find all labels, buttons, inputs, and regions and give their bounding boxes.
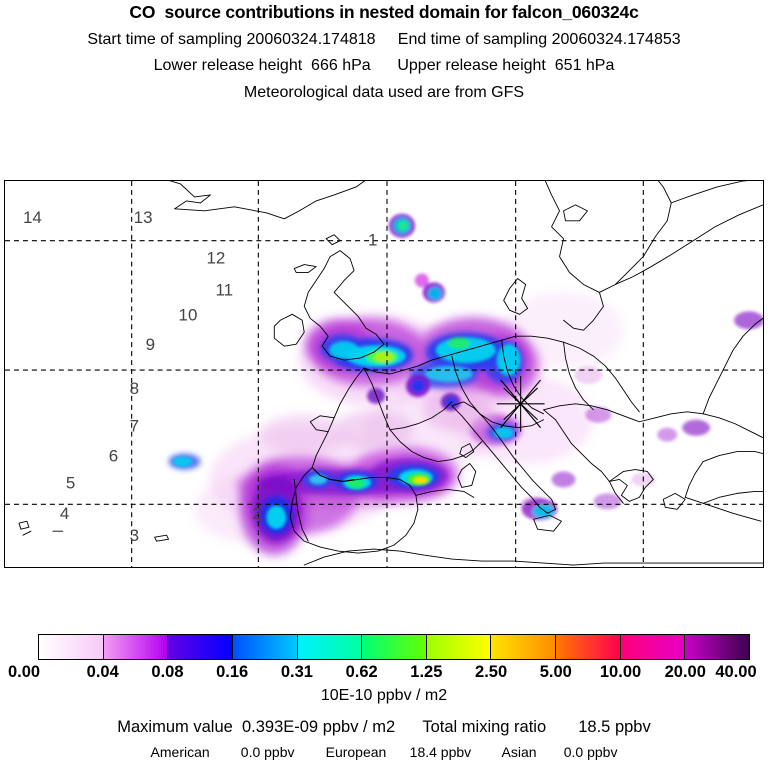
colorbar-tick-label: 0.31 [280, 663, 313, 681]
day-label-9: 9 [146, 335, 155, 354]
isolated-cell-northsea [388, 213, 415, 238]
release-height-line: Lower release height 666 hPa Upper relea… [153, 57, 615, 74]
colorbar-segment [556, 635, 621, 659]
colorbar-gradient [38, 634, 750, 660]
day-label-12: 12 [206, 249, 225, 268]
day-label-5: 5 [66, 473, 75, 492]
day-label-11: 11 [215, 280, 233, 299]
colorbar-segment [39, 635, 104, 659]
colorbar-tick-label: 10.00 [599, 663, 642, 681]
colorbar-tick-label: 5.00 [539, 663, 572, 681]
colorbar-segment [426, 635, 492, 659]
colorbar-tick-label: 40.00 [715, 663, 757, 681]
colorbar-tick-label: 20.00 [664, 663, 706, 681]
map-svg: 14 13 12 11 10 9 8 7 6 5 4 3 2 1 [5, 181, 763, 567]
page-title: CO source contributions in nested domain… [129, 2, 639, 22]
colorbar-segment [491, 635, 557, 659]
day-label-2: 2 [252, 504, 261, 523]
day-label-13: 13 [134, 208, 153, 227]
day-label-3: 3 [130, 526, 139, 545]
graticule [5, 181, 763, 567]
colorbar-tick-label: 0.08 [151, 663, 184, 681]
colorbar-segment [297, 635, 363, 659]
day-label-7: 7 [130, 417, 139, 436]
plume-field [168, 213, 763, 556]
met-data-line: Meteorological data used are from GFS [243, 84, 525, 101]
day-label-6: 6 [109, 447, 118, 466]
isolated-cell-nl [414, 273, 445, 303]
colorbar-segment [232, 635, 298, 659]
day-label-10: 10 [179, 305, 198, 324]
colorbar-units-label: 10E-10 ppbv / m2 [320, 687, 448, 704]
colorbar-ticks: 0.00 0.04 0.08 0.16 0.31 0.62 1.25 2.50 5.00 10.0… [0, 663, 768, 685]
colorbar-tick-label: 0.00 [7, 663, 41, 681]
day-label-14: 14 [23, 208, 42, 227]
day-label-4: 4 [60, 504, 69, 523]
isolated-cell-channel [367, 374, 430, 404]
colorbar-tick-label: 2.50 [475, 663, 508, 681]
colorbar-tick-label: 1.25 [410, 663, 443, 681]
colorbar-segment [103, 635, 169, 659]
colorbar-tick-label: 0.16 [216, 663, 249, 681]
footer-regions-line: American 0.0 ppbv European 18.4 ppbv Asi… [150, 744, 618, 760]
trajectory-day-labels: 14 13 12 11 10 9 8 7 6 5 4 3 2 1 [23, 208, 377, 545]
footer-summary-line: Maximum value 0.393E-09 ppbv / m2 Total … [117, 718, 651, 736]
colorbar-segment [620, 635, 686, 659]
map-plot-area: 14 13 12 11 10 9 8 7 6 5 4 3 2 1 [4, 180, 764, 568]
colorbar-segment [362, 635, 427, 659]
colorbar-tick-label: 0.04 [86, 663, 119, 681]
day-label-1: 1 [368, 231, 377, 250]
colorbar-segment [685, 635, 750, 659]
colorbar-segment [168, 635, 233, 659]
colorbar-tick-label: 0.62 [345, 663, 378, 681]
sampling-time-line: Start time of sampling 20060324.174818 E… [87, 31, 681, 48]
day-label-8: 8 [130, 379, 139, 398]
release-point-marker [496, 375, 545, 432]
colorbar [0, 630, 768, 664]
coastlines [18, 181, 763, 566]
